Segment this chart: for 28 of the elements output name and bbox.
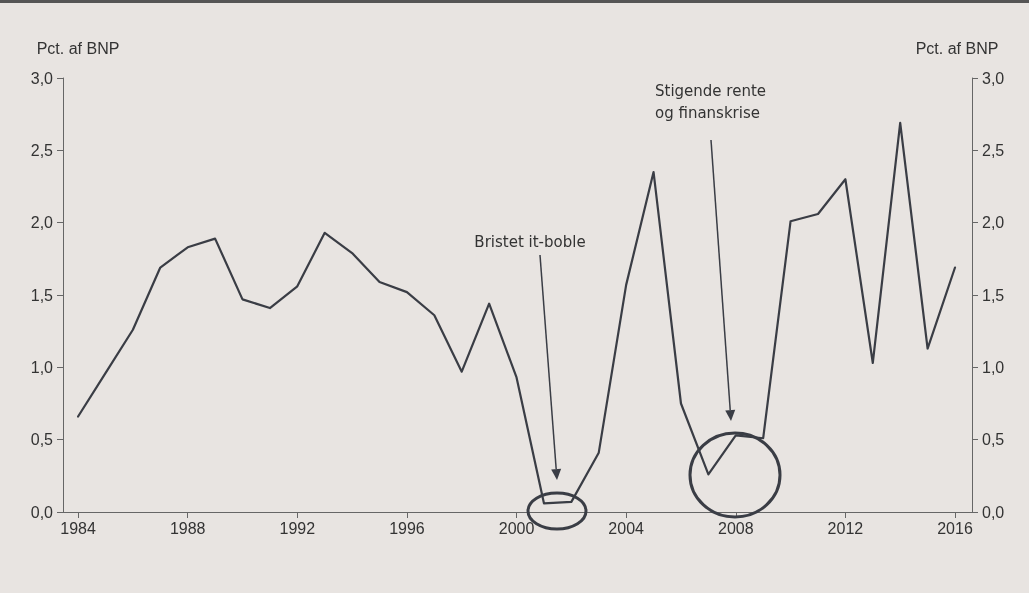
x-tick-label: 1992 <box>279 519 316 537</box>
x-tick-label: 1988 <box>169 519 206 537</box>
y-tick-label: 0,0 <box>30 503 54 521</box>
y-axis-title: Pct. af BNP <box>36 39 120 57</box>
x-tick-label: 2016 <box>937 519 973 537</box>
y-tick-label: 0,5 <box>30 431 54 449</box>
x-tick-label: 1984 <box>60 519 96 537</box>
y-tick-label: 3,0 <box>30 69 54 87</box>
y-tick-label: 1,0 <box>30 358 54 376</box>
x-tick-label: 2000 <box>498 519 535 537</box>
x-tick-label: 1996 <box>389 519 425 537</box>
line-series <box>76 121 957 505</box>
y2-tick-label: 1,5 <box>982 286 1005 304</box>
y2-tick-label: 0,0 <box>982 503 1005 521</box>
y-tick-label: 2,0 <box>30 214 54 232</box>
x-tick-label: 2004 <box>608 519 645 537</box>
y-tick-label: 1,5 <box>30 286 54 304</box>
annotation: Bristet it-boble <box>474 233 586 251</box>
annotation: Stigende rente og finanskrise <box>655 82 767 122</box>
x-tick-label: 2008 <box>717 519 754 537</box>
y2-tick-label: 1,0 <box>982 358 1005 376</box>
x-tick-label: 2012 <box>827 519 864 537</box>
y2-tick-label: 2,0 <box>982 214 1005 232</box>
y2-tick-label: 0,5 <box>982 431 1005 449</box>
y2-tick-label: 3,0 <box>982 69 1005 87</box>
y2-tick-label: 2,5 <box>982 141 1005 159</box>
y2-axis-title: Pct. af BNP <box>915 39 999 57</box>
y-tick-label: 2,5 <box>30 141 54 159</box>
